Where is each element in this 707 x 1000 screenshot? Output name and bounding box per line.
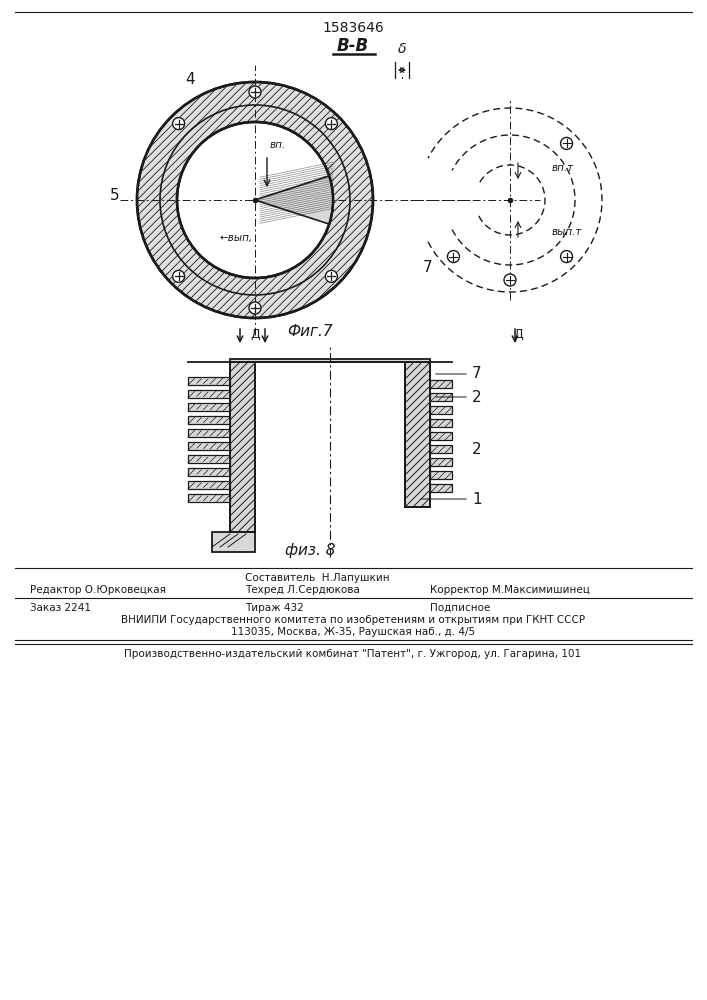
- Bar: [188, 481, 230, 489]
- Text: Редактор О.Юрковецкая: Редактор О.Юрковецкая: [30, 585, 166, 595]
- Bar: [188, 494, 230, 502]
- FancyBboxPatch shape: [212, 532, 255, 552]
- Text: вп.: вп.: [270, 140, 286, 150]
- Bar: [188, 442, 230, 450]
- Bar: [430, 432, 452, 440]
- Text: вп.т: вп.т: [552, 163, 574, 173]
- Text: Составитель  Н.Лапушкин: Составитель Н.Лапушкин: [245, 573, 390, 583]
- Bar: [255, 362, 405, 532]
- Text: 1: 1: [472, 491, 481, 506]
- Bar: [230, 362, 255, 532]
- Circle shape: [173, 118, 185, 130]
- Wedge shape: [255, 176, 333, 224]
- Text: физ. 8: физ. 8: [285, 542, 335, 558]
- Text: 1583646: 1583646: [322, 21, 384, 35]
- Text: 2: 2: [472, 442, 481, 456]
- Text: ВНИИПИ Государственного комитета по изобретениям и открытиям при ГКНТ СССР: ВНИИПИ Государственного комитета по изоб…: [121, 615, 585, 625]
- Circle shape: [504, 274, 516, 286]
- Bar: [188, 377, 230, 385]
- Text: Д: Д: [250, 328, 260, 341]
- Text: Заказ 2241: Заказ 2241: [30, 603, 91, 613]
- Text: 2: 2: [472, 389, 481, 404]
- Bar: [430, 380, 452, 388]
- Text: Производственно-издательский комбинат "Патент", г. Ужгород, ул. Гагарина, 101: Производственно-издательский комбинат "П…: [124, 649, 582, 659]
- Text: Подписное: Подписное: [430, 603, 491, 613]
- Bar: [188, 390, 230, 398]
- Bar: [430, 484, 452, 492]
- Bar: [430, 419, 452, 427]
- Text: В-В: В-В: [337, 37, 369, 55]
- Text: Корректор М.Максимишинец: Корректор М.Максимишинец: [430, 585, 590, 595]
- Circle shape: [325, 118, 337, 130]
- Bar: [188, 455, 230, 463]
- Text: ←вып,: ←вып,: [220, 233, 253, 243]
- Circle shape: [561, 251, 573, 263]
- Bar: [188, 468, 230, 476]
- Text: Техред Л.Сердюкова: Техред Л.Сердюкова: [245, 585, 360, 595]
- Text: 7: 7: [472, 366, 481, 381]
- Bar: [405, 362, 430, 507]
- Text: Фиг.7: Фиг.7: [287, 324, 333, 340]
- Text: 113035, Москва, Ж-35, Раушская наб., д. 4/5: 113035, Москва, Ж-35, Раушская наб., д. …: [231, 627, 475, 637]
- Circle shape: [249, 302, 261, 314]
- Bar: [430, 393, 452, 401]
- Bar: [188, 416, 230, 424]
- Text: 7: 7: [423, 260, 433, 275]
- Bar: [430, 445, 452, 453]
- Circle shape: [177, 122, 333, 278]
- Bar: [188, 403, 230, 411]
- Text: 5: 5: [110, 188, 119, 202]
- Text: δ: δ: [398, 42, 407, 56]
- Bar: [188, 429, 230, 437]
- Bar: [230, 359, 430, 362]
- Circle shape: [561, 137, 573, 149]
- Circle shape: [448, 251, 460, 263]
- Circle shape: [249, 86, 261, 98]
- Text: Тираж 432: Тираж 432: [245, 603, 304, 613]
- Circle shape: [173, 270, 185, 282]
- Text: 4: 4: [185, 73, 195, 88]
- Bar: [430, 458, 452, 466]
- Bar: [430, 471, 452, 479]
- Circle shape: [325, 270, 337, 282]
- Text: вып.т: вып.т: [552, 227, 583, 237]
- Text: Д: Д: [513, 328, 523, 341]
- Bar: [430, 406, 452, 414]
